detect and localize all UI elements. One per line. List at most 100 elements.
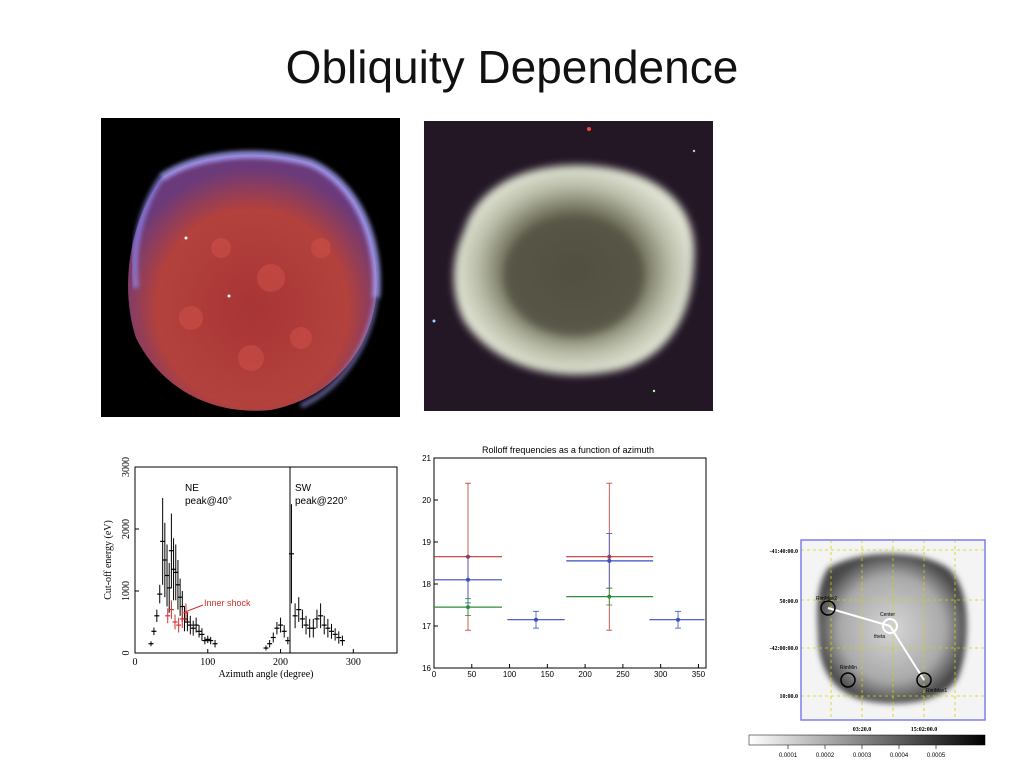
x-tick-label: 300 — [654, 670, 668, 679]
data-point — [157, 584, 163, 604]
ra-label-1: 15:02:00.0 — [911, 727, 938, 733]
rolloff-point — [649, 610, 705, 629]
inner-shock-point — [165, 608, 171, 624]
dec-label-2: -42:00:00.0 — [770, 646, 799, 652]
data-point — [278, 617, 284, 633]
y-tick-label: 16 — [422, 664, 431, 673]
data-point — [336, 631, 342, 644]
x-tick-label: 0 — [133, 657, 138, 668]
y-axis-label: Cut-off energy (eV) — [103, 520, 114, 600]
y-tick-label: 2000 — [121, 519, 132, 539]
y-tick-label: 19 — [422, 538, 431, 547]
intensity-map: RimMax2 Center theta RimMin RimMax1 -41:… — [748, 539, 986, 759]
data-point — [187, 615, 193, 635]
data-point — [332, 628, 338, 641]
ne-peak-label: peak@40° — [185, 496, 232, 507]
data-point — [208, 636, 214, 645]
theta-label: theta — [874, 634, 885, 640]
data-point — [160, 498, 166, 585]
data-point — [274, 622, 280, 635]
y-tick-label: 21 — [422, 454, 431, 463]
rimmax1-label: RimMax1 — [926, 688, 947, 694]
data-point — [318, 603, 324, 629]
data-point — [281, 625, 287, 638]
y-tick-label: 3000 — [121, 457, 132, 477]
data-point — [303, 615, 309, 635]
sw-label: SW — [295, 483, 312, 494]
data-point — [202, 636, 208, 645]
data-point — [325, 618, 331, 638]
data-point — [321, 615, 327, 635]
dec-label-3: 10:00.0 — [780, 694, 799, 700]
dec-label-1: 50:00.0 — [780, 599, 799, 605]
ne-label: NE — [185, 483, 199, 494]
sw-peak-label: peak@220° — [295, 496, 348, 507]
data-point — [212, 639, 218, 648]
colorbar-tick-label: 0.0001 — [779, 753, 798, 759]
y-tick-label: 1000 — [121, 581, 132, 601]
rimmin-marker — [840, 672, 856, 688]
data-point — [162, 522, 168, 598]
data-point — [314, 609, 320, 629]
x-axis-label: Azimuth angle (degree) — [219, 669, 314, 680]
data-point — [199, 628, 205, 641]
rim-line-1 — [889, 625, 925, 681]
inner-shock-point — [183, 603, 189, 622]
data-point — [168, 513, 174, 588]
data-point — [154, 609, 160, 622]
y-tick-label: 0 — [121, 651, 132, 656]
colorbar-tick-label: 0.0003 — [853, 753, 872, 759]
colorbar — [748, 734, 986, 746]
data-point — [285, 636, 291, 645]
data-point — [299, 609, 305, 629]
data-point — [329, 623, 334, 639]
colorbar-tick-label: 0.0004 — [890, 753, 909, 759]
inner-shock-point — [176, 617, 182, 633]
colorbar-tick-label: 0.0005 — [927, 753, 946, 759]
inner-shock-point — [172, 614, 178, 630]
inner-shock-point — [168, 600, 174, 619]
center-marker — [882, 618, 898, 634]
rolloff-point — [434, 556, 502, 604]
dec-label-0: -41:40:00.0 — [770, 549, 799, 555]
rimmax2-label: RimMax2 — [816, 596, 837, 602]
colorbar-tick-label: 0.0002 — [816, 753, 835, 759]
rimmax1-marker — [916, 672, 932, 688]
inner-shock-label: Inner shock — [204, 598, 251, 608]
y-tick-label: 20 — [422, 496, 431, 505]
x-tick-label: 350 — [692, 670, 706, 679]
data-point — [190, 620, 196, 636]
data-point — [296, 597, 302, 622]
rolloff-point — [434, 598, 502, 616]
x-tick-label: 0 — [432, 670, 437, 679]
xray-remnant-image — [101, 118, 400, 417]
ra-label-0: 03:20.0 — [853, 727, 872, 733]
y-tick-label: 17 — [422, 622, 431, 631]
x-tick-label: 150 — [541, 670, 555, 679]
rolloff-point — [566, 587, 654, 606]
data-point — [267, 639, 273, 648]
data-point — [292, 603, 298, 629]
data-point — [164, 544, 170, 607]
x-tick-label: 200 — [578, 670, 592, 679]
map-frame — [800, 539, 986, 721]
data-point — [270, 632, 276, 643]
x-tick-label: 250 — [616, 670, 630, 679]
rolloff-chart: Rolloff frequencies as a function of azi… — [422, 445, 707, 679]
chart-title: Rolloff frequencies as a function of azi… — [482, 445, 654, 455]
center-label: Center — [880, 612, 895, 618]
data-point — [288, 504, 294, 604]
data-point — [166, 563, 172, 613]
data-point — [177, 578, 183, 616]
data-point — [171, 538, 177, 601]
rimmax2-marker — [820, 600, 836, 616]
data-point — [173, 544, 179, 601]
data-point — [196, 625, 202, 638]
data-point — [339, 635, 345, 646]
data-point — [263, 645, 269, 651]
x-tick-label: 100 — [200, 657, 215, 668]
x-tick-label: 300 — [346, 657, 361, 668]
data-point — [148, 641, 154, 647]
x-tick-label: 50 — [467, 670, 476, 679]
